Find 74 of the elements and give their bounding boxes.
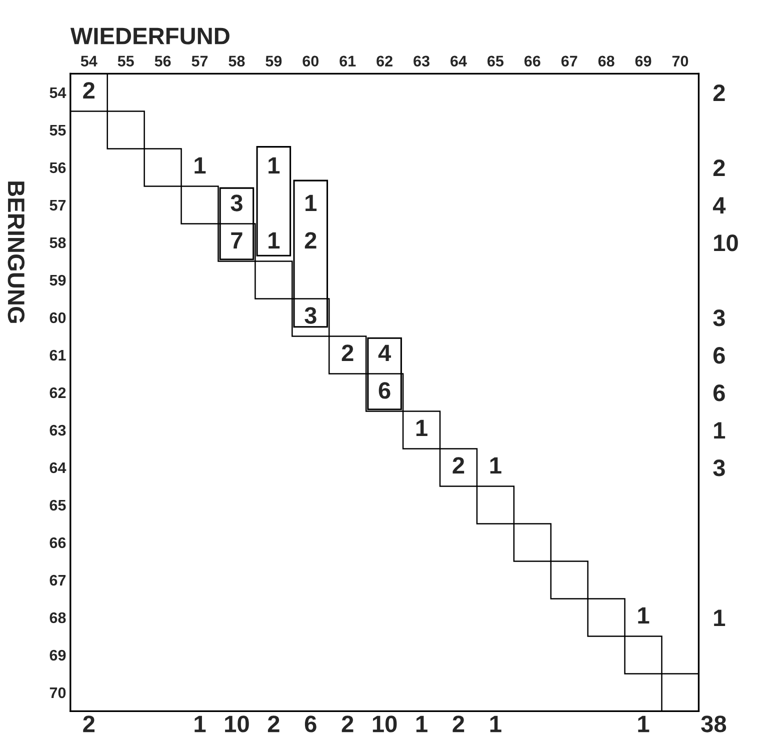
data-label: 1 [306,194,317,212]
category-label: 1 [490,716,502,732]
x-tick-label: 68 [598,56,614,67]
category-label: 1 [638,716,650,732]
y-tick-label: 63 [50,424,66,436]
data-label: 4 [378,344,391,362]
y-tick-label: 54 [50,87,66,98]
category-label: 2 [342,716,354,732]
y-tick-label: 70 [50,687,66,698]
x-tick-label: 54 [80,56,98,67]
data-label: 1 [194,157,206,174]
category-label: 1 [194,716,206,732]
category-label: 10 [225,716,249,732]
data-label: 3 [304,307,316,324]
data-label: 1 [268,232,280,249]
y-tick-label: 55 [50,124,66,136]
y2-tick-label: 6 [713,384,725,402]
data-label: 3 [230,194,242,212]
x-tick-label: 65 [487,56,504,67]
data-label: 1 [490,457,502,474]
y-tick-label: 59 [50,274,66,286]
data-label: 2 [452,457,464,474]
x-axis-title: WIEDERFUND [70,28,230,44]
y-tick-label: 67 [50,574,66,586]
y-tick-label: 62 [50,387,66,398]
y-tick-label: 61 [50,350,66,361]
x-tick-label: 59 [266,56,282,67]
y-tick-label: 60 [50,312,66,324]
y-tick-label: 65 [50,500,66,511]
x-tick-label: 62 [376,56,392,67]
y-tick-label: 58 [50,237,66,248]
data-label: 1 [416,420,428,436]
y2-tick-label: 3 [713,460,725,476]
y-tick-label: 64 [50,462,66,474]
y-tick-label: 66 [50,537,66,548]
y-tick-label: 56 [50,162,66,174]
x-tick-label: 70 [672,56,688,67]
data-label: 1 [268,157,280,174]
x-tick-label: 67 [561,56,578,67]
y-tick-label: 69 [50,650,66,661]
x-tick-label: 61 [340,56,356,67]
x-tick-label: 66 [524,56,540,67]
text: 2 [83,716,94,732]
data-label: 2 [83,82,94,99]
data-label: 6 [378,382,390,399]
category-label: 6 [304,716,316,732]
y2-tick-label: 4 [712,197,726,214]
data-label: 2 [342,344,354,362]
data-label: 1 [638,607,650,624]
x-tick-label: 60 [302,56,319,67]
y-tick-label: 57 [50,200,66,211]
y-tick-label: 68 [50,612,66,624]
x-tick-label: 58 [228,56,245,67]
x-tick-label: 69 [635,56,652,67]
text: 10 [372,716,397,732]
y2-tick-label: 2 [713,84,725,102]
y2-tick-label: 1 [714,610,726,626]
text: 2 [268,716,280,732]
category-label: 2 [452,716,464,732]
data-label: 7 [231,232,242,249]
y2-tick-label: 3 [713,310,725,326]
y2-tick-label: 10 [714,234,738,252]
y2-tick-label: 6 [713,347,725,364]
text: 38 [701,716,726,732]
y2-tick-label: 2 [713,160,725,176]
x-tick-label: 64 [450,56,467,67]
y-axis-title: BERINGUNG [8,182,25,323]
x-tick-label: 63 [414,56,430,67]
category-label: 1 [416,716,428,732]
x-tick-label: 57 [192,56,208,67]
y2-tick-label: 1 [714,422,726,439]
x-tick-label: 55 [118,56,134,67]
data-label: 2 [304,232,316,249]
x-tick-label: 56 [154,56,171,67]
